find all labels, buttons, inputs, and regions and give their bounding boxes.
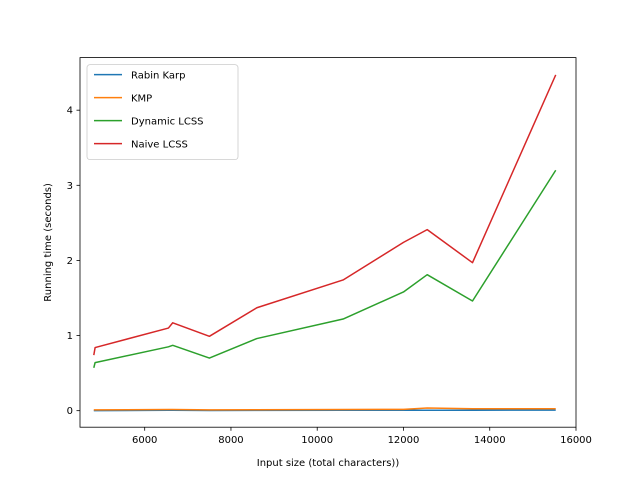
legend-label: Rabin Karp bbox=[131, 71, 185, 82]
series-lines bbox=[93, 74, 557, 412]
series-line-3 bbox=[93, 74, 557, 356]
legend-label: KMP bbox=[131, 94, 152, 105]
x-axis: 6000 8000 10000 12000 14000 16000 bbox=[132, 427, 592, 446]
y-tick-label: 2 bbox=[67, 256, 73, 267]
y-tick-label: 3 bbox=[67, 181, 73, 192]
legend: Rabin Karp KMP Dynamic LCSS Naive LCSS bbox=[86, 64, 239, 160]
x-tick-label: 16000 bbox=[560, 435, 592, 446]
plot-area-frame bbox=[79, 57, 577, 428]
x-tick-label: 14000 bbox=[474, 435, 506, 446]
x-tick-label: 10000 bbox=[301, 435, 333, 446]
y-axis-label: Running time (seconds) bbox=[43, 183, 54, 302]
y-tick-label: 0 bbox=[67, 406, 73, 417]
legend-label: Naive LCSS bbox=[131, 140, 188, 151]
x-tick-label: 8000 bbox=[218, 435, 243, 446]
y-tick-label: 1 bbox=[67, 331, 73, 342]
x-axis-label: Input size (total characters)) bbox=[257, 458, 400, 469]
x-tick-label: 6000 bbox=[132, 435, 157, 446]
legend-box bbox=[86, 64, 239, 160]
series-line-2 bbox=[93, 169, 557, 369]
y-axis: 0 1 2 3 4 bbox=[67, 106, 80, 417]
legend-label: Dynamic LCSS bbox=[131, 117, 204, 128]
y-tick-label: 4 bbox=[67, 106, 73, 117]
x-tick-label: 12000 bbox=[388, 435, 420, 446]
series-line-1 bbox=[93, 407, 556, 411]
